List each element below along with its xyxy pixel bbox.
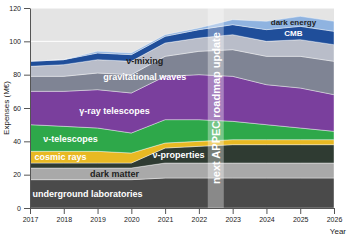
tick-label: 2018 xyxy=(56,216,72,223)
tick-label: 0 xyxy=(17,205,21,212)
area-layer xyxy=(30,25,334,67)
tick: 2022 xyxy=(192,208,208,223)
y-axis: 0 20 40 60 80 100 120 xyxy=(9,5,30,212)
tick: 2020 xyxy=(124,208,140,223)
tick-label: 2026 xyxy=(327,216,343,223)
tick-label: 2022 xyxy=(192,216,208,223)
series-label: dark energy xyxy=(271,18,317,27)
tick-mark xyxy=(266,208,267,214)
tick-label: 2020 xyxy=(124,216,140,223)
tick-mark xyxy=(24,141,30,142)
tick-mark xyxy=(24,75,30,76)
tick-label: 120 xyxy=(9,5,21,12)
series-label: gravitational waves xyxy=(103,72,186,82)
axis-line xyxy=(31,208,335,209)
tick-label: 100 xyxy=(9,38,21,45)
tick-label: 40 xyxy=(13,138,21,145)
tick-mark xyxy=(199,208,200,214)
tick: 120 xyxy=(9,5,30,12)
tick: 2024 xyxy=(259,208,275,223)
tick: 60 xyxy=(13,105,30,112)
tick-label: 80 xyxy=(13,71,21,78)
tick-label: 2021 xyxy=(158,216,174,223)
tick-label: 2025 xyxy=(293,216,309,223)
tick: 2018 xyxy=(56,208,72,223)
annotations: next APPEC roadmap update xyxy=(208,8,224,208)
series-label: ν-mixing xyxy=(126,56,163,66)
y-axis-title: Expenses (M€) xyxy=(2,81,11,135)
tick: 2019 xyxy=(90,208,106,223)
area-layer xyxy=(30,16,334,61)
grid-line xyxy=(30,8,334,9)
tick: 2021 xyxy=(158,208,174,223)
tick-label: 2024 xyxy=(259,216,275,223)
area-layer xyxy=(30,178,334,208)
tick: 2017 xyxy=(23,208,39,223)
x-axis: 2017 2018 2019 2020 2021 2022 2023 2024 2025 2026 xyxy=(23,208,343,223)
tick-mark xyxy=(64,208,65,214)
x-axis-title: Year xyxy=(330,227,347,236)
tick-mark xyxy=(98,208,99,214)
tick: 0 xyxy=(17,205,30,212)
grid xyxy=(30,8,334,208)
tick-label: 60 xyxy=(13,105,21,112)
series-label: cosmic rays xyxy=(34,152,86,162)
series-label: γ-ray telescopes xyxy=(79,106,150,116)
tick-mark xyxy=(24,41,30,42)
tick-label: 2017 xyxy=(23,216,39,223)
areas xyxy=(30,16,334,208)
series-labels: underground laboratories dark matter ν-pro… xyxy=(32,18,316,199)
tick: 40 xyxy=(13,138,30,145)
plot: next APPEC roadmap updateunderground lab… xyxy=(9,5,342,223)
tick-mark xyxy=(300,208,301,214)
series-label: ν-telescopes xyxy=(43,134,98,144)
tick: 2025 xyxy=(293,208,309,223)
tick: 100 xyxy=(9,38,30,45)
tick: 2026 xyxy=(327,208,343,223)
tick-mark xyxy=(165,208,166,214)
area-layer xyxy=(30,35,334,77)
tick-mark xyxy=(131,208,132,214)
tick-mark xyxy=(24,108,30,109)
tick: 2023 xyxy=(225,208,241,223)
series-label: ν-properties xyxy=(153,150,205,160)
series-label: underground laboratories xyxy=(32,189,142,199)
tick-mark xyxy=(24,8,30,9)
tick-mark xyxy=(233,208,234,214)
axis-line xyxy=(30,9,31,209)
tick-mark xyxy=(24,175,30,176)
tick: 80 xyxy=(13,71,30,78)
tick: 20 xyxy=(13,171,30,178)
annotation: next APPEC roadmap update xyxy=(210,32,222,184)
chart: next APPEC roadmap updateunderground lab… xyxy=(0,0,350,238)
tick-label: 2019 xyxy=(90,216,106,223)
series-label: dark matter xyxy=(90,169,140,179)
tick-label: 20 xyxy=(13,171,21,178)
tick-mark xyxy=(24,208,30,209)
tick-label: 2023 xyxy=(225,216,241,223)
annotation-band xyxy=(208,8,224,208)
plot-background xyxy=(30,8,334,208)
tick-mark xyxy=(30,208,31,214)
tick-mark xyxy=(334,208,335,214)
series-label: CMB xyxy=(284,29,302,38)
